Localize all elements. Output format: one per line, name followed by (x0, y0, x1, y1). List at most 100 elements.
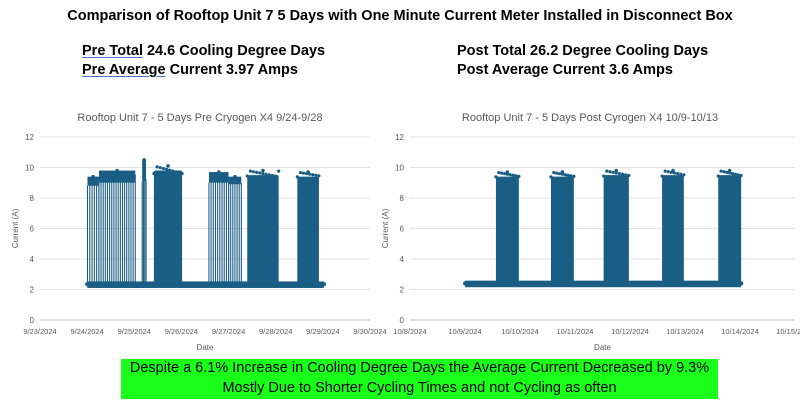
on-block (495, 176, 519, 284)
peak-point (671, 168, 675, 173)
pre-stats: Pre Total 24.6 Cooling Degree Days Pre A… (82, 42, 325, 80)
chart-title-pre: Rooftop Unit 7 - 5 Days Pre Cryogen X4 9… (77, 112, 323, 124)
data-point (277, 169, 281, 173)
x-tick-label: 10/9/2024 (448, 327, 481, 336)
data-point (248, 169, 252, 173)
data-point (264, 172, 268, 176)
data-point (494, 175, 498, 179)
data-point (317, 174, 321, 178)
x-tick-label: 10/12/2024 (611, 327, 649, 336)
data-point (497, 171, 501, 175)
y-tick-label: 10 (25, 164, 34, 173)
x-tick-label: 10/14/2024 (721, 327, 759, 336)
data-point (602, 174, 606, 178)
data-point (295, 175, 299, 179)
data-point (676, 172, 680, 176)
data-point (298, 171, 303, 175)
data-point (663, 169, 667, 173)
pre-average-label: Pre Average (82, 62, 166, 78)
pre-total-label: Pre Total (82, 43, 143, 59)
x-tick-label: 9/28/2024 (259, 327, 292, 336)
data-point (608, 170, 612, 174)
x-tick-label: 9/30/2024 (353, 327, 386, 336)
x-axis-label: Date (594, 343, 611, 352)
data-point (258, 171, 262, 175)
data-point (158, 166, 162, 170)
data-point (311, 173, 315, 177)
on-block (603, 175, 629, 284)
on-block (153, 170, 183, 285)
data-point (728, 171, 732, 175)
y-tick-label: 2 (400, 286, 405, 295)
data-point (730, 172, 735, 176)
y-tick-label: 8 (30, 194, 35, 203)
data-point (557, 172, 562, 176)
data-point (164, 167, 169, 171)
data-point (180, 171, 184, 176)
peak-point (727, 168, 732, 173)
peak-point (261, 168, 265, 173)
y-tick-label: 6 (30, 225, 35, 234)
data-point (719, 169, 723, 173)
data-point (611, 170, 615, 174)
data-point (555, 171, 559, 175)
data-point (620, 172, 625, 176)
conclusion-box: Despite a 6.1% Increase in Cooling Degre… (121, 359, 718, 399)
data-point (569, 174, 573, 178)
data-point (174, 170, 178, 174)
pre-total-value: 24.6 Cooling Degree Days (142, 43, 326, 59)
post-average-line: Post Average Current 3.6 Amps (457, 62, 673, 78)
data-point (666, 170, 670, 174)
y-tick-label: 4 (30, 255, 35, 264)
y-tick-label: 6 (400, 225, 405, 234)
data-point (614, 171, 618, 175)
data-point (508, 173, 512, 177)
pre-average-value: Current 3.97 Amps (165, 62, 298, 78)
data-point (660, 174, 664, 178)
y-tick-label: 2 (30, 286, 35, 295)
chart-title-post: Rooftop Unit 7 - 5 Days Post Cyrogen X4 … (461, 112, 719, 124)
data-point (270, 173, 274, 178)
post-total-line: Post Total 26.2 Degree Cooling Days (457, 43, 709, 59)
peak-point (91, 174, 95, 179)
data-point (261, 172, 265, 176)
chart-pre: 0 2 4 6 8 10 12 9/23/2024 9/24/2024 9/25/2024 9/26… (11, 133, 387, 352)
on-block (662, 175, 684, 284)
pre-total-line: Pre Total 24.6 Cooling Degree Days (82, 42, 325, 61)
data-point (566, 173, 570, 177)
peak-point (560, 170, 565, 174)
x-tick-label: 9/26/2024 (165, 327, 198, 336)
x-tick-label: 10/15/2024 (776, 327, 800, 336)
on-block (550, 176, 574, 284)
y-tick-label: 0 (400, 316, 405, 325)
x-tick-label: 9/25/2024 (118, 327, 151, 336)
data-point (672, 171, 677, 175)
data-point (267, 173, 271, 177)
page-title: Comparison of Rooftop Unit 7 5 Days with… (67, 8, 733, 24)
data-point (500, 171, 504, 175)
data-point (511, 173, 515, 177)
x-tick-label: 10/11/2024 (557, 327, 594, 336)
data-point (321, 281, 327, 287)
x-tick-label: 9/23/2024 (23, 327, 56, 336)
peak-point (233, 174, 237, 179)
peak-point (306, 170, 310, 174)
y-axis-label: Current (A) (381, 208, 390, 248)
on-band (208, 172, 229, 183)
data-point (314, 173, 318, 177)
y-tick-label: 12 (395, 133, 404, 142)
data-point (725, 170, 729, 174)
x-axis-label: Date (197, 343, 214, 352)
data-point (177, 171, 181, 175)
data-point (273, 174, 278, 178)
on-band (228, 176, 242, 185)
on-block (297, 176, 319, 285)
data-point (733, 172, 738, 176)
chart-post: 0 2 4 6 8 10 12 10/8/2024 10/9/2024 10/10/2024 10/… (381, 133, 800, 352)
y-tick-label: 8 (400, 194, 405, 203)
y-axis-label: Current (A) (11, 208, 20, 248)
x-tick-label: 10/13/2024 (666, 327, 704, 336)
data-point (624, 173, 628, 177)
data-point (502, 172, 507, 176)
data-point (722, 170, 726, 174)
